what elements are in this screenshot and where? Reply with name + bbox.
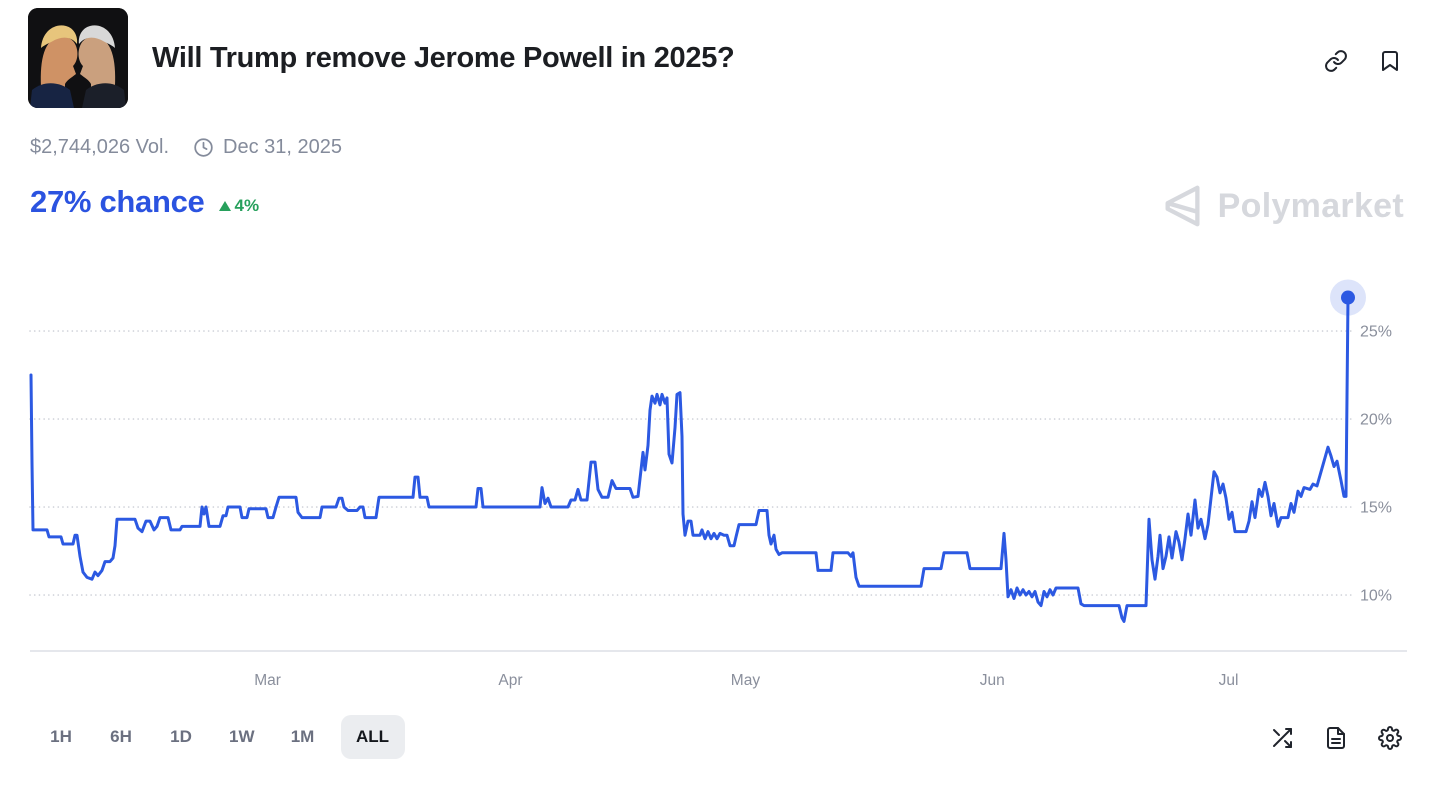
bookmark-button[interactable]	[1378, 49, 1402, 73]
rules-button[interactable]	[1324, 726, 1348, 750]
header-actions	[1324, 49, 1402, 73]
price-line	[29, 296, 1350, 623]
timeframe-1d-button[interactable]: 1D	[159, 715, 203, 759]
market-title: Will Trump remove Jerome Powell in 2025?	[152, 42, 735, 74]
settings-icon	[1378, 726, 1402, 750]
x-axis-label: Apr	[498, 672, 522, 689]
y-axis-label: 15%	[1360, 500, 1392, 517]
chance-row: 27% chance 4%	[30, 184, 259, 220]
current-point-dot	[1341, 290, 1355, 305]
volume-text: $2,744,026 Vol.	[30, 136, 170, 158]
shuffle-icon	[1273, 728, 1292, 748]
x-axis-label: Jun	[980, 672, 1005, 689]
link-icon	[1325, 50, 1347, 72]
chart-actions	[1270, 726, 1402, 750]
timeframe-1w-button[interactable]: 1W	[219, 715, 265, 759]
timeframe-selector: 1H 6H 1D 1W 1M ALL	[39, 715, 405, 759]
timeframe-all-button[interactable]: ALL	[340, 715, 405, 759]
market-thumbnail	[28, 8, 128, 108]
polymarket-wordmark: Polymarket	[1217, 186, 1404, 225]
x-axis-label: Mar	[254, 672, 281, 689]
settings-button[interactable]	[1378, 726, 1402, 750]
chance-delta: 4%	[218, 195, 260, 216]
polymarket-logo-icon	[1165, 185, 1200, 227]
chance-delta-value: 4%	[234, 195, 260, 215]
chance-value: 27% chance	[30, 184, 205, 219]
y-axis-label: 10%	[1360, 588, 1392, 605]
price-chart[interactable]: 25% 20% 15% 10% Mar Apr May Jun Jul	[0, 260, 1439, 700]
x-axis-label: Jul	[1219, 672, 1239, 689]
up-arrow-icon	[218, 200, 231, 211]
x-axis-label: May	[731, 672, 761, 689]
market-meta: $2,744,026 Vol. Dec 31, 2025	[30, 136, 342, 159]
bookmark-icon	[1382, 51, 1398, 71]
file-icon	[1327, 727, 1345, 749]
timeframe-1h-button[interactable]: 1H	[39, 715, 83, 759]
polymarket-watermark: Polymarket	[1161, 183, 1404, 229]
clock-icon	[194, 138, 213, 157]
end-date-text: Dec 31, 2025	[223, 136, 342, 158]
copy-link-button[interactable]	[1324, 49, 1348, 73]
compare-button[interactable]	[1270, 726, 1294, 750]
trump-powell-image	[28, 8, 128, 108]
y-axis-label: 20%	[1360, 412, 1392, 429]
timeframe-6h-button[interactable]: 6H	[99, 715, 143, 759]
timeframe-1m-button[interactable]: 1M	[281, 715, 325, 759]
y-axis-label: 25%	[1360, 324, 1392, 341]
